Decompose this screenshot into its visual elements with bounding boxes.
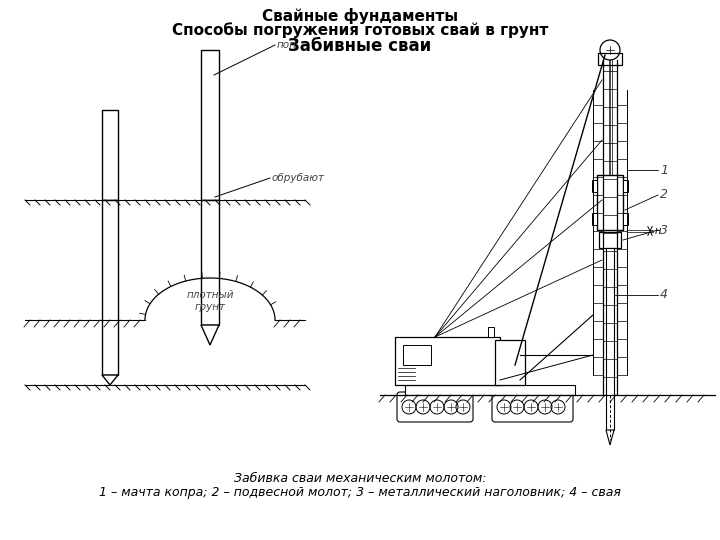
Bar	[606, 248, 614, 430]
Bar	[395, 337, 500, 385]
FancyBboxPatch shape	[397, 392, 473, 422]
Bar	[598, 53, 622, 65]
Text: поп: поп	[277, 40, 297, 50]
Bar	[623, 213, 628, 225]
Text: 1 – мачта копра; 2 – подвесной молот; 3 – металлический наголовник; 4 – свая: 1 – мачта копра; 2 – подвесной молот; 3 …	[99, 486, 621, 499]
Bar	[592, 180, 597, 192]
Text: н: н	[655, 226, 662, 236]
Text: 3: 3	[660, 224, 668, 237]
Bar	[488, 327, 494, 337]
Text: Свайные фундаменты: Свайные фундаменты	[262, 8, 458, 24]
Bar	[403, 345, 431, 365]
Text: плотный
грунт: плотный грунт	[186, 291, 234, 312]
Text: Забивка сваи механическим молотом:: Забивка сваи механическим молотом:	[234, 472, 486, 485]
Text: 1: 1	[660, 164, 668, 177]
Text: обрубают: обрубают	[272, 173, 325, 183]
Bar	[102, 110, 118, 200]
Bar	[201, 50, 219, 200]
Bar	[201, 200, 219, 325]
Text: Способы погружения готовых свай в грунт: Способы погружения готовых свай в грунт	[172, 22, 548, 38]
Bar	[597, 175, 623, 230]
FancyBboxPatch shape	[492, 392, 573, 422]
Text: 2: 2	[660, 188, 668, 201]
Polygon shape	[102, 375, 118, 385]
Bar	[592, 213, 597, 225]
Polygon shape	[606, 430, 614, 445]
Bar	[623, 180, 628, 192]
Bar	[102, 200, 118, 375]
Bar	[599, 232, 621, 248]
Text: Забивные сваи: Забивные сваи	[289, 37, 431, 55]
Bar	[495, 340, 525, 385]
Bar	[405, 385, 575, 395]
Text: 4: 4	[660, 288, 668, 301]
Polygon shape	[201, 325, 219, 345]
